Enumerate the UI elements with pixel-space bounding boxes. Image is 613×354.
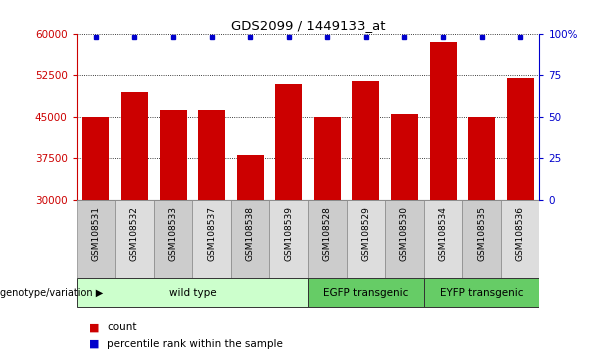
Title: GDS2099 / 1449133_at: GDS2099 / 1449133_at bbox=[230, 19, 386, 33]
Bar bbox=[154, 200, 192, 278]
Bar bbox=[270, 200, 308, 278]
Text: wild type: wild type bbox=[169, 288, 216, 298]
Text: GSM108536: GSM108536 bbox=[516, 206, 525, 261]
Bar bbox=[507, 78, 534, 200]
Bar bbox=[314, 117, 341, 200]
Bar bbox=[231, 200, 270, 278]
Text: ■: ■ bbox=[89, 339, 99, 349]
Bar bbox=[352, 81, 379, 200]
Text: GSM108539: GSM108539 bbox=[284, 206, 293, 261]
Text: EGFP transgenic: EGFP transgenic bbox=[323, 288, 409, 298]
Bar bbox=[308, 200, 346, 278]
Text: GSM108535: GSM108535 bbox=[477, 206, 486, 261]
Bar bbox=[308, 279, 424, 307]
Bar bbox=[424, 200, 462, 278]
Bar bbox=[462, 200, 501, 278]
Bar bbox=[115, 200, 154, 278]
Text: percentile rank within the sample: percentile rank within the sample bbox=[107, 339, 283, 349]
Bar bbox=[391, 114, 418, 200]
Bar bbox=[275, 84, 302, 200]
Bar bbox=[237, 155, 264, 200]
Text: ■: ■ bbox=[89, 322, 99, 332]
Text: GSM108537: GSM108537 bbox=[207, 206, 216, 261]
Bar bbox=[385, 200, 424, 278]
Text: GSM108531: GSM108531 bbox=[91, 206, 101, 261]
Bar bbox=[82, 118, 109, 200]
Bar bbox=[346, 200, 385, 278]
Bar bbox=[159, 110, 186, 200]
Text: GSM108530: GSM108530 bbox=[400, 206, 409, 261]
Text: GSM108528: GSM108528 bbox=[323, 206, 332, 261]
Bar bbox=[121, 92, 148, 200]
Bar bbox=[424, 279, 539, 307]
Text: GSM108533: GSM108533 bbox=[169, 206, 178, 261]
Text: GSM108529: GSM108529 bbox=[362, 206, 370, 261]
Bar bbox=[198, 110, 225, 200]
Text: count: count bbox=[107, 322, 137, 332]
Bar bbox=[430, 42, 457, 200]
Text: EYFP transgenic: EYFP transgenic bbox=[440, 288, 524, 298]
Bar bbox=[501, 200, 539, 278]
Bar bbox=[192, 200, 231, 278]
Text: GSM108534: GSM108534 bbox=[438, 206, 447, 261]
Text: genotype/variation ▶: genotype/variation ▶ bbox=[0, 288, 103, 298]
Bar bbox=[468, 118, 495, 200]
Bar bbox=[77, 200, 115, 278]
Bar bbox=[77, 279, 308, 307]
Text: GSM108532: GSM108532 bbox=[130, 206, 139, 261]
Text: GSM108538: GSM108538 bbox=[246, 206, 254, 261]
